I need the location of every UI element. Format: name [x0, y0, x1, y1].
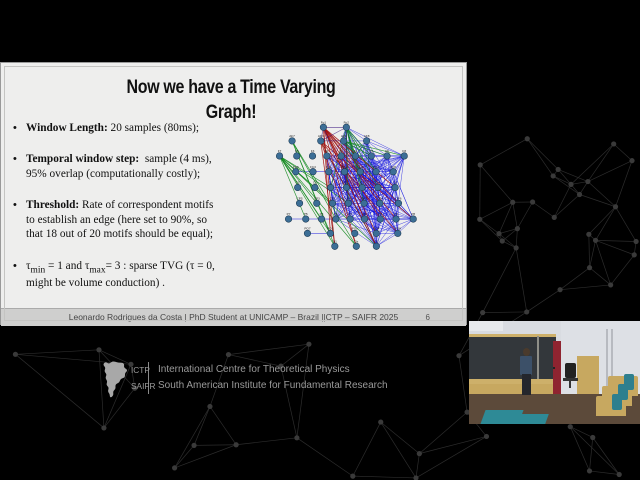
svg-text:P7: P7: [287, 212, 291, 216]
svg-text:FC1: FC1: [326, 165, 332, 169]
svg-text:O2: O2: [374, 239, 378, 243]
svg-text:P8: P8: [411, 212, 415, 216]
svg-text:AF3: AF3: [318, 134, 324, 138]
svg-text:PO4: PO4: [373, 226, 379, 230]
svg-text:AF7: AF7: [289, 134, 295, 138]
svg-text:F5: F5: [295, 149, 299, 153]
svg-text:Fz: Fz: [339, 149, 343, 153]
svg-text:P5: P5: [304, 212, 308, 216]
svg-text:P3: P3: [320, 212, 324, 216]
svg-text:PO7: PO7: [304, 226, 310, 230]
svg-text:C1: C1: [329, 181, 333, 185]
svg-text:AF4: AF4: [341, 134, 347, 138]
svg-text:FC2: FC2: [357, 165, 363, 169]
svg-text:C2: C2: [360, 181, 364, 185]
svg-text:FC5: FC5: [293, 165, 299, 169]
svg-text:P6: P6: [394, 212, 398, 216]
svg-text:C6: C6: [393, 181, 397, 185]
svg-text:P2: P2: [363, 212, 367, 216]
svg-text:F3: F3: [311, 149, 315, 153]
svg-text:CPz: CPz: [345, 196, 351, 200]
svg-text:F6: F6: [385, 149, 389, 153]
svg-text:F1: F1: [325, 149, 329, 153]
svg-text:F8: F8: [402, 149, 406, 153]
svg-text:Fp1: Fp1: [321, 120, 327, 124]
svg-text:Cz: Cz: [345, 181, 349, 185]
svg-text:F7: F7: [278, 149, 282, 153]
svg-text:F2: F2: [354, 149, 358, 153]
svg-text:PO3: PO3: [327, 226, 333, 230]
svg-text:Oz: Oz: [354, 239, 358, 243]
svg-text:C4: C4: [376, 181, 380, 185]
svg-text:CP4: CP4: [377, 196, 383, 200]
svg-text:P1: P1: [334, 212, 338, 216]
svg-text:POz: POz: [352, 226, 358, 230]
svg-text:CP5: CP5: [297, 196, 303, 200]
svg-text:CP2: CP2: [361, 196, 367, 200]
svg-text:Pz: Pz: [348, 212, 352, 216]
svg-text:CP6: CP6: [395, 196, 401, 200]
svg-text:CP3: CP3: [314, 196, 320, 200]
svg-text:FC3: FC3: [310, 165, 316, 169]
svg-text:P4: P4: [378, 212, 382, 216]
svg-text:CP1: CP1: [330, 196, 336, 200]
svg-text:FCz: FCz: [342, 165, 348, 169]
svg-text:Fp2: Fp2: [344, 120, 350, 124]
svg-text:C5: C5: [296, 181, 300, 185]
svg-text:PO8: PO8: [395, 226, 401, 230]
svg-text:FC4: FC4: [373, 165, 379, 169]
svg-text:FC6: FC6: [390, 165, 396, 169]
svg-text:F4: F4: [369, 149, 373, 153]
svg-text:O1: O1: [333, 239, 337, 243]
svg-text:C3: C3: [313, 181, 317, 185]
svg-text:AF8: AF8: [364, 134, 370, 138]
